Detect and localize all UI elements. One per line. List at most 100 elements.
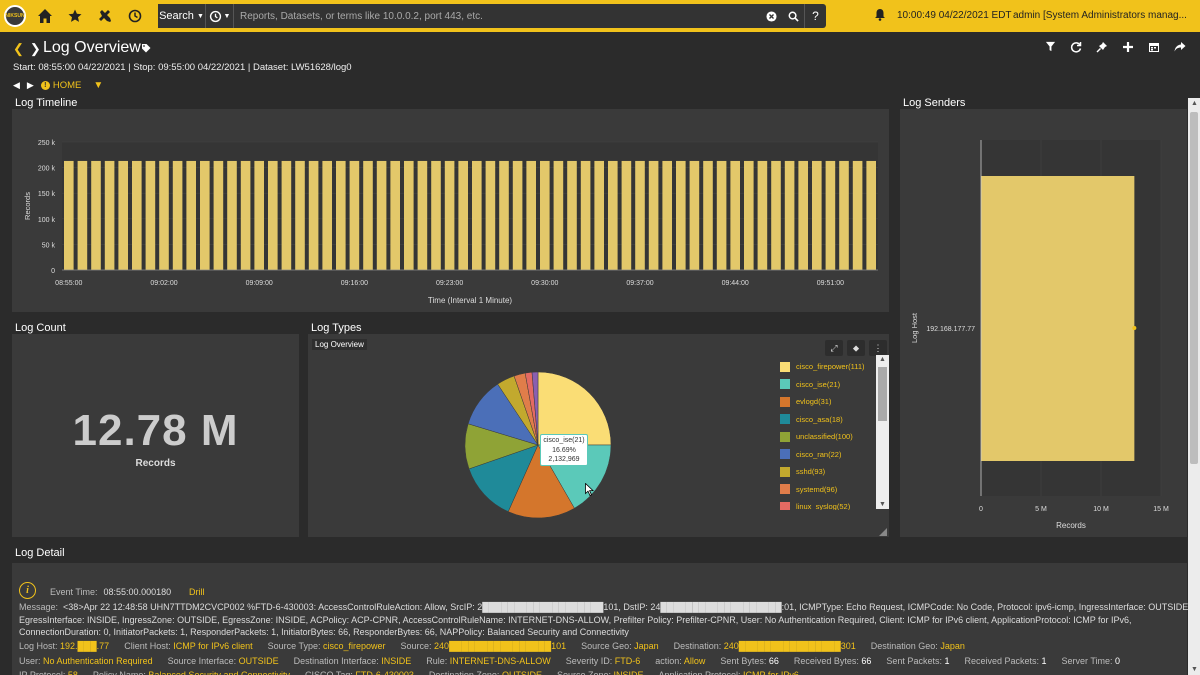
x-tick-label: 15 M — [1153, 506, 1169, 513]
user-menu[interactable]: admin [System Administrators manag... — [1013, 10, 1187, 21]
breadcrumb-forward-icon[interactable]: ▶ — [26, 80, 34, 90]
detail-field: Source Zone: INSIDE — [557, 670, 644, 675]
calendar-icon[interactable] — [1146, 41, 1162, 56]
legend-item[interactable]: cisco_asa(18) — [780, 411, 872, 429]
search-input[interactable] — [234, 5, 760, 27]
clock-icon[interactable] — [120, 0, 150, 32]
y-axis-label: Records — [23, 192, 32, 220]
detail-field-value[interactable]: Balanced Security and Connectivity — [148, 670, 290, 675]
log-detail-title: Log Detail — [12, 547, 68, 559]
expand-icon[interactable]: ⤢ — [825, 340, 843, 356]
refresh-icon[interactable] — [1068, 41, 1084, 56]
detail-field: Destination Interface: INSIDE — [294, 656, 412, 666]
legend-item[interactable]: cisco_ise(21) — [780, 376, 872, 394]
breadcrumb-dropdown-icon[interactable]: ▼ — [93, 80, 104, 91]
detail-field-value[interactable]: No Authentication Required — [43, 656, 153, 666]
event-time-label: Event Time: — [50, 587, 98, 597]
bar — [104, 160, 115, 270]
detail-field-value[interactable]: 240████████████████301 — [723, 641, 856, 651]
detail-field: Destination Geo: Japan — [871, 641, 965, 651]
history-dropdown[interactable]: ▼ — [206, 4, 234, 28]
detail-field-value[interactable]: Allow — [683, 656, 706, 666]
bell-icon[interactable] — [874, 8, 886, 24]
legend-item[interactable]: cisco_firepower(111) — [780, 358, 872, 376]
legend-scrollbar[interactable]: ▲ ▼ — [876, 355, 889, 509]
detail-field-value[interactable]: INTERNET-DNS-ALLOW — [449, 656, 551, 666]
scroll-down-icon[interactable]: ▼ — [879, 501, 886, 508]
log-types-title: Log Types — [308, 322, 365, 334]
detail-field-value[interactable]: 1 — [1041, 656, 1047, 666]
scroll-down-icon[interactable]: ▼ — [1191, 666, 1198, 673]
detail-field-value[interactable]: cisco_firepower — [322, 641, 386, 651]
detail-field-value[interactable]: Japan — [940, 641, 965, 651]
legend-item[interactable]: linux_syslog(52) — [780, 498, 872, 510]
detail-field-value[interactable]: 0 — [1115, 656, 1121, 666]
filter-icon[interactable] — [1042, 41, 1058, 56]
page-scrollbar[interactable]: ▲ ▼ — [1188, 98, 1200, 675]
add-icon[interactable] — [1120, 41, 1136, 56]
search-mode-dropdown[interactable]: Search ▼ — [158, 4, 206, 28]
detail-field-key: Log Host: — [19, 641, 61, 651]
legend-swatch — [780, 431, 790, 442]
legend-item[interactable]: evlogd(31) — [780, 393, 872, 411]
detail-field-key: Source Geo: — [581, 641, 635, 651]
scroll-up-icon[interactable]: ▲ — [879, 356, 886, 363]
detail-field-value[interactable]: 58 — [67, 670, 78, 675]
detail-field-value[interactable]: ICMP for IPv6 client — [173, 641, 253, 651]
drill-link[interactable]: Drill — [189, 587, 205, 597]
detail-field-value[interactable]: INSIDE — [613, 670, 644, 675]
pin-icon[interactable] — [1094, 41, 1110, 56]
share-icon[interactable] — [1172, 41, 1188, 56]
app-logo[interactable]: NIKSUN — [4, 5, 26, 27]
bar — [730, 160, 740, 270]
scroll-up-icon[interactable]: ▲ — [1191, 100, 1198, 107]
detail-field-value[interactable]: OUTSIDE — [238, 656, 279, 666]
more-options-icon[interactable]: ⋮ — [869, 340, 887, 356]
detail-field-value[interactable]: 66 — [861, 656, 872, 666]
legend-swatch — [780, 501, 790, 510]
bar — [784, 160, 795, 270]
detail-field-value[interactable]: FTD-6 — [614, 656, 641, 666]
help-button[interactable]: ? — [804, 4, 826, 28]
detail-field-value[interactable]: INSIDE — [381, 656, 412, 666]
detail-field-value[interactable]: Japan — [634, 641, 659, 651]
legend-item[interactable]: cisco_ran(22) — [780, 446, 872, 464]
detail-field-value[interactable]: 1 — [944, 656, 950, 666]
detail-field-value[interactable]: FTD-6-430003 — [355, 670, 414, 675]
x-tick-label: 09:30:00 — [531, 280, 558, 287]
search-icon[interactable] — [782, 4, 804, 28]
tag-icon[interactable]: ⬥ — [847, 340, 865, 356]
breadcrumb-back-icon[interactable]: ◀ — [13, 80, 20, 90]
page-scroll-thumb[interactable] — [1190, 112, 1198, 464]
tools-icon[interactable] — [90, 0, 120, 32]
home-icon[interactable] — [30, 0, 60, 32]
back-icon[interactable]: ❮ — [13, 41, 24, 56]
forward-icon[interactable]: ❯ — [29, 41, 41, 56]
legend-item[interactable]: systemd(96) — [780, 481, 872, 499]
legend-scroll-thumb[interactable] — [878, 367, 887, 421]
bar — [540, 160, 550, 270]
detail-field-value[interactable]: 192.███.77 — [60, 641, 110, 651]
bar — [77, 160, 88, 270]
detail-field-value[interactable]: 66 — [768, 656, 779, 666]
history-nav: ❮ ❯ — [13, 41, 47, 57]
bar — [308, 160, 319, 270]
detail-field-value[interactable]: ICMP for IPv6 — [743, 670, 799, 675]
detail-field-value[interactable]: 240████████████████101 — [434, 641, 567, 651]
bar — [322, 160, 332, 270]
legend-item[interactable]: sshd(93) — [780, 463, 872, 481]
pie-slice — [468, 444, 539, 512]
detail-field-key: Application Protocol: — [658, 670, 744, 675]
star-icon[interactable] — [60, 0, 90, 32]
detail-row-3: IP Protocol: 58 Policy Name: Balanced Sec… — [19, 670, 814, 675]
clear-search-icon[interactable] — [760, 4, 782, 28]
resize-handle-icon[interactable] — [879, 528, 887, 536]
detail-field-value[interactable]: OUTSIDE — [501, 670, 542, 675]
detail-field: Policy Name: Balanced Security and Conne… — [93, 670, 290, 675]
pie-tooltip: cisco_ise(21) 16.69% 2,132,969 — [540, 434, 588, 466]
legend-swatch — [780, 396, 790, 407]
tag-icon[interactable] — [141, 43, 151, 56]
legend-item[interactable]: unclassified(100) — [780, 428, 872, 446]
breadcrumb-home[interactable]: HOME — [52, 80, 82, 91]
y-tick-label: 150 k — [38, 191, 56, 198]
